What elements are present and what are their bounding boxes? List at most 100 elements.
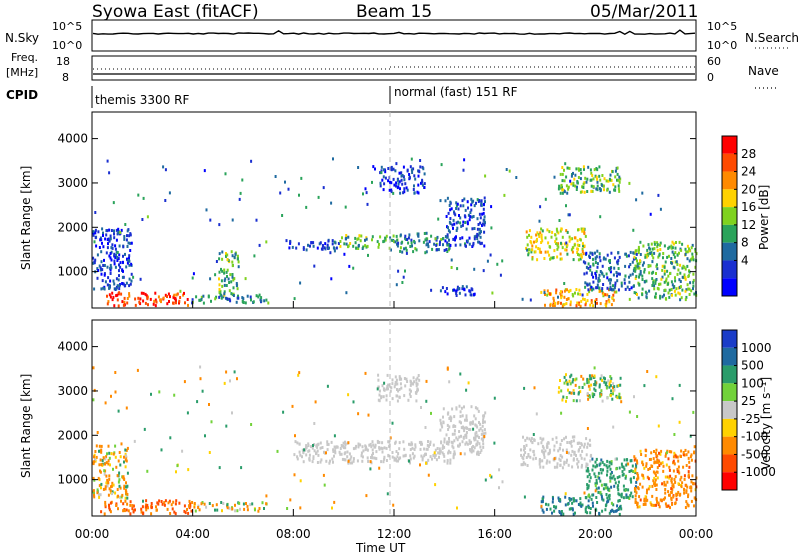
heatmap-cell bbox=[637, 487, 640, 491]
heatmap-cell bbox=[594, 383, 597, 387]
heatmap-cell bbox=[560, 184, 563, 188]
heatmap-cell bbox=[448, 425, 451, 429]
heatmap-cell bbox=[672, 485, 675, 489]
heatmap-cell bbox=[465, 435, 468, 439]
heatmap-cell bbox=[596, 249, 599, 253]
heatmap-cell bbox=[674, 276, 676, 280]
heatmap-cell bbox=[642, 244, 645, 248]
heatmap-cell bbox=[618, 499, 621, 502]
heatmap-cell bbox=[617, 480, 620, 484]
heatmap-cell bbox=[687, 470, 690, 474]
heatmap-cell bbox=[401, 174, 404, 177]
heatmap-cell bbox=[572, 499, 575, 503]
heatmap-cell bbox=[653, 284, 656, 288]
heatmap-cell bbox=[176, 292, 179, 296]
heatmap-cell bbox=[450, 207, 453, 211]
heatmap-cell bbox=[593, 472, 596, 476]
heatmap-cell bbox=[452, 237, 455, 241]
heatmap-cell bbox=[690, 453, 693, 457]
heatmap-cell bbox=[317, 442, 320, 446]
heatmap-cell bbox=[125, 481, 127, 485]
heatmap-cell bbox=[588, 495, 591, 499]
heatmap-cell bbox=[589, 507, 592, 510]
heatmap-cell bbox=[601, 460, 604, 464]
heatmap-cell bbox=[110, 485, 112, 489]
heatmap-cell bbox=[463, 405, 465, 409]
heatmap-cell bbox=[458, 430, 461, 433]
heatmap-cell bbox=[359, 443, 362, 447]
heatmap-cell bbox=[540, 241, 543, 244]
heatmap-cell bbox=[470, 203, 473, 207]
heatmap-cell bbox=[587, 494, 590, 498]
heatmap-cell bbox=[546, 250, 549, 254]
heatmap-cell bbox=[591, 189, 594, 193]
heatmap-cell bbox=[648, 271, 651, 275]
heatmap-cell bbox=[203, 169, 206, 173]
heatmap-cell bbox=[590, 497, 593, 501]
heatmap-cell bbox=[544, 197, 547, 201]
heatmap-cell bbox=[609, 281, 612, 285]
heatmap-cell bbox=[419, 159, 422, 162]
heatmap-cell bbox=[104, 505, 107, 509]
heatmap-cell bbox=[310, 241, 313, 245]
heatmap-cell bbox=[543, 289, 546, 293]
heatmap-cell bbox=[595, 167, 598, 170]
heatmap-cell bbox=[663, 497, 665, 501]
heatmap-cell bbox=[293, 473, 296, 477]
heatmap-cell bbox=[439, 289, 442, 293]
heatmap-cell bbox=[434, 237, 437, 241]
heatmap-cell bbox=[609, 270, 612, 274]
heatmap-cell bbox=[226, 503, 229, 507]
heatmap-cell bbox=[568, 441, 571, 444]
y-tick-label: 4000 bbox=[57, 132, 88, 146]
heatmap-cell bbox=[404, 182, 407, 186]
heatmap-cell bbox=[575, 454, 577, 457]
heatmap-cell bbox=[250, 159, 253, 163]
heatmap-cell bbox=[539, 436, 542, 440]
heatmap-cell bbox=[226, 297, 229, 301]
heatmap-cell bbox=[124, 452, 127, 456]
heatmap-cell bbox=[478, 212, 481, 216]
heatmap-cell bbox=[398, 171, 401, 175]
heatmap-cell bbox=[595, 496, 598, 499]
heatmap-cell bbox=[595, 255, 598, 259]
heatmap-cell bbox=[298, 450, 301, 454]
heatmap-cell bbox=[342, 441, 345, 445]
heatmap-cell bbox=[348, 452, 351, 456]
heatmap-cell bbox=[226, 275, 228, 278]
heatmap-cell bbox=[305, 453, 308, 457]
heatmap-cell bbox=[464, 433, 467, 437]
heatmap-cell bbox=[263, 299, 266, 303]
heatmap-cell bbox=[611, 509, 614, 513]
heatmap-cell bbox=[601, 509, 604, 513]
heatmap-cell bbox=[684, 448, 687, 452]
heatmap-cell bbox=[563, 295, 566, 299]
heatmap-cell bbox=[618, 396, 621, 400]
heatmap-cell bbox=[439, 199, 442, 203]
heatmap-cell bbox=[94, 231, 97, 235]
colorbar-segment bbox=[722, 401, 737, 419]
heatmap-cell bbox=[101, 227, 104, 231]
heatmap-cell bbox=[616, 476, 619, 480]
heatmap-cell bbox=[108, 171, 111, 175]
heatmap-cell bbox=[131, 504, 134, 508]
heatmap-cell bbox=[361, 459, 364, 463]
heatmap-cell bbox=[358, 234, 361, 238]
heatmap-cell bbox=[508, 169, 511, 173]
heatmap-cell bbox=[589, 303, 592, 307]
heatmap-cell bbox=[202, 301, 205, 305]
heatmap-cell bbox=[621, 470, 624, 474]
heatmap-cell bbox=[591, 501, 594, 505]
heatmap-cell bbox=[421, 183, 424, 187]
heatmap-cell bbox=[445, 287, 448, 290]
heatmap-cell bbox=[567, 185, 570, 189]
heatmap-cell bbox=[183, 380, 186, 384]
heatmap-cell bbox=[635, 500, 638, 504]
heatmap-cell bbox=[218, 295, 221, 299]
heatmap-cell bbox=[453, 288, 455, 292]
heatmap-cell bbox=[357, 412, 360, 416]
heatmap-cell bbox=[572, 399, 575, 403]
heatmap-cell bbox=[388, 444, 391, 448]
heatmap-cell bbox=[544, 236, 547, 240]
heatmap-cell bbox=[170, 503, 173, 507]
